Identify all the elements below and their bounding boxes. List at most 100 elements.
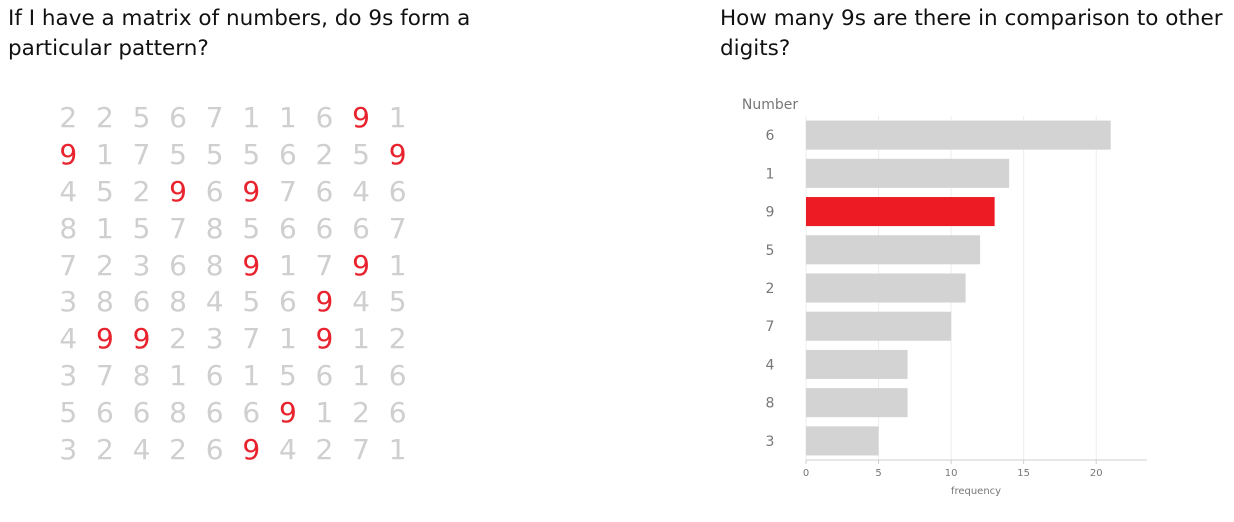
- frequency-bar-chart: 0 5 10 15 20 6 1 9 5 2 7 4 8 3 Number frequency: [742, 97, 1147, 497]
- matrix-digit: 7: [205, 101, 224, 134]
- matrix-digit: 3: [59, 285, 78, 319]
- matrix-digit: 2: [388, 322, 407, 356]
- matrix-digit-highlighted: 9: [169, 174, 187, 208]
- matrix-digit: 2: [95, 248, 114, 282]
- matrix-digit: 6: [352, 211, 370, 245]
- matrix-digit: 4: [132, 433, 151, 467]
- matrix-digit: 2: [169, 433, 187, 467]
- matrix-digit: 6: [205, 174, 224, 208]
- matrix-digit: 8: [132, 359, 151, 393]
- matrix-digit: 6: [205, 433, 224, 467]
- matrix-digit: 8: [169, 396, 187, 430]
- category-label-4: 4: [766, 357, 775, 373]
- matrix-digit: 6: [169, 248, 187, 282]
- category-label-7: 7: [766, 319, 775, 335]
- matrix-digit: 6: [278, 285, 297, 319]
- matrix-digit: 4: [59, 322, 78, 356]
- matrix-digit: 6: [132, 285, 151, 319]
- bars: [806, 120, 1111, 456]
- matrix-digit: 6: [388, 174, 407, 208]
- matrix-digit: 4: [278, 433, 297, 467]
- matrix-digit: 3: [59, 433, 78, 467]
- matrix-digit: 6: [242, 396, 261, 430]
- matrix-digit: 5: [388, 285, 407, 319]
- matrix-digit: 3: [132, 248, 151, 282]
- matrix-digit: 6: [169, 101, 187, 134]
- matrix-digit: 1: [388, 433, 407, 467]
- matrix-digit: 5: [132, 101, 151, 134]
- matrix-digit: 5: [205, 137, 224, 171]
- axes: 0 5 10 15 20 6 1 9 5 2 7 4 8 3: [766, 128, 1147, 479]
- matrix-digit: 5: [95, 174, 114, 208]
- matrix-digit: 1: [169, 359, 187, 393]
- matrix-digit: 5: [278, 359, 297, 393]
- matrix-digit-highlighted: 9: [242, 174, 261, 208]
- matrix-digit: 5: [242, 285, 261, 319]
- matrix-digit: 6: [388, 396, 407, 430]
- matrix-digit: 6: [388, 359, 407, 393]
- matrix-digit: 7: [95, 359, 114, 393]
- matrix-digit: 1: [278, 101, 297, 134]
- category-label-3: 3: [766, 434, 775, 450]
- matrix-question-title: If I have a matrix of numbers, do 9s for…: [8, 6, 471, 61]
- x-tick-label: 5: [875, 468, 881, 479]
- matrix-digit: 5: [242, 211, 261, 245]
- bar-3: [806, 426, 879, 456]
- matrix-digit: 6: [315, 101, 334, 134]
- matrix-digit: 6: [205, 359, 224, 393]
- category-label-1: 1: [766, 166, 775, 182]
- matrix-digit: 5: [242, 137, 261, 171]
- category-label-2: 2: [766, 281, 775, 297]
- matrix-digit: 2: [95, 433, 114, 467]
- matrix-digit: 1: [95, 137, 114, 171]
- matrix-digit: 6: [315, 211, 334, 245]
- matrix-digit-highlighted: 9: [388, 137, 407, 171]
- bar-8: [806, 388, 908, 418]
- x-tick-label: 0: [803, 468, 809, 479]
- matrix-digit: 4: [352, 285, 370, 319]
- matrix-digit: 5: [169, 137, 187, 171]
- matrix-digit: 5: [59, 396, 78, 430]
- matrix-digit: 4: [59, 174, 78, 208]
- category-label-8: 8: [766, 396, 775, 412]
- matrix-digit-highlighted: 9: [59, 137, 78, 171]
- category-label-6: 6: [766, 128, 775, 144]
- matrix-digit: 2: [169, 322, 187, 356]
- matrix-digit: 7: [352, 433, 370, 467]
- x-tick-label: 20: [1090, 468, 1103, 479]
- matrix-digit: 7: [59, 248, 78, 282]
- matrix-digit: 6: [278, 211, 297, 245]
- matrix-digit: 7: [169, 211, 187, 245]
- matrix-digit: 5: [132, 211, 151, 245]
- matrix-digit: 6: [95, 396, 114, 430]
- matrix-digit: 7: [388, 211, 407, 245]
- matrix-digit: 8: [169, 285, 187, 319]
- matrix-digit: 1: [278, 248, 297, 282]
- x-tick-label: 10: [945, 468, 958, 479]
- chart-question-title: How many 9s are there in comparison to o…: [720, 6, 1223, 61]
- matrix-digit: 2: [95, 101, 114, 134]
- matrix-digit: 8: [205, 211, 224, 245]
- bar-2: [806, 273, 966, 303]
- matrix-digit: 3: [59, 359, 78, 393]
- bar-6: [806, 120, 1111, 150]
- matrix-digit: 8: [205, 248, 224, 282]
- bar-5: [806, 235, 981, 265]
- matrix-digit: 5: [352, 137, 370, 171]
- matrix-digit: 1: [388, 101, 407, 134]
- matrix-digit: 2: [352, 396, 370, 430]
- matrix-digit: 4: [205, 285, 224, 319]
- matrix-digit: 1: [95, 211, 114, 245]
- matrix-digit: 2: [132, 174, 151, 208]
- matrix-digit-highlighted: 9: [242, 433, 261, 467]
- matrix-digit-highlighted: 9: [132, 322, 151, 356]
- matrix-digit: 1: [388, 248, 407, 282]
